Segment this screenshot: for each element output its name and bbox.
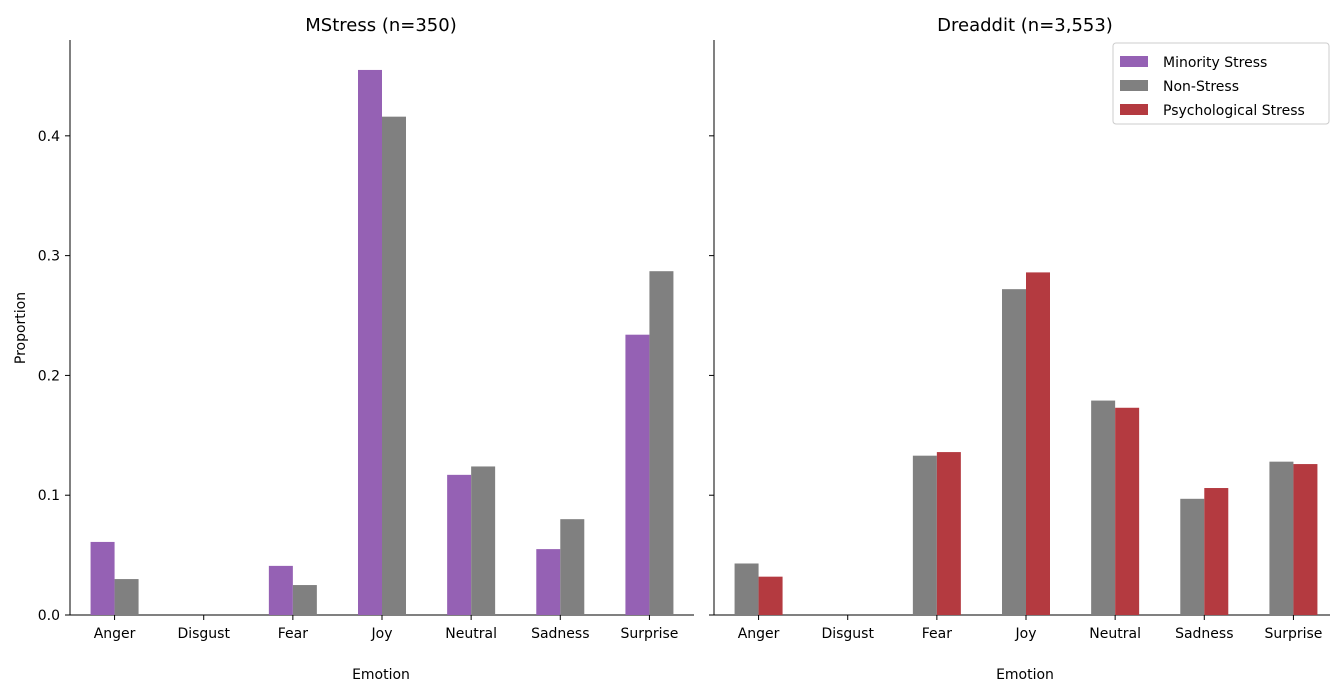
dreaddit-bar-joy-psychological-stress (1026, 272, 1050, 615)
mstress-x-tick-label-neutral: Neutral (445, 626, 497, 642)
legend-label-minority-stress: Minority Stress (1163, 55, 1267, 71)
y-axis-label: Proportion (13, 292, 29, 364)
mstress-x-tick-label-fear: Fear (278, 626, 308, 642)
mstress-bar-neutral-non-stress (471, 466, 496, 615)
mstress-bar-joy-non-stress (382, 116, 406, 616)
mstress-bar-anger-non-stress (114, 579, 139, 615)
dreaddit-bar-surprise-non-stress (1269, 461, 1294, 615)
legend-entry-psychological-stress: Psychological Stress (1120, 103, 1305, 119)
mstress-x-tick-label-disgust: Disgust (177, 626, 230, 642)
mstress-bar-sadness-non-stress (560, 519, 585, 615)
dreaddit-bar-surprise-psychological-stress (1293, 464, 1318, 615)
dreaddit-bar-fear-psychological-stress (936, 452, 961, 615)
y-tick-label: 0.2 (38, 368, 60, 384)
dreaddit-bar-neutral-psychological-stress (1115, 407, 1140, 615)
dreaddit-x-tick-label-sadness: Sadness (1175, 626, 1233, 642)
mstress-x-tick-label-joy: Joy (371, 626, 393, 642)
dreaddit-chart-title: Dreaddit (n=3,553) (937, 15, 1113, 36)
mstress-x-tick-label-anger: Anger (94, 626, 136, 642)
y-tick-label: 0.3 (38, 249, 60, 265)
mstress-bar-joy-minority-stress (358, 69, 382, 615)
legend: Minority Stress Non-Stress Psychological… (1112, 42, 1330, 125)
dreaddit-bar-joy-non-stress (1002, 289, 1026, 615)
mstress-x-tick-label-sadness: Sadness (531, 626, 589, 642)
legend-swatch-psychological-stress (1120, 104, 1148, 115)
dreaddit-bar-anger-non-stress (734, 563, 759, 615)
dreaddit-x-axis-label: Emotion (996, 667, 1054, 681)
mstress-bar-anger-minority-stress (90, 541, 115, 615)
dreaddit-x-tick-label-joy: Joy (1015, 626, 1037, 642)
legend-swatch-minority-stress (1120, 56, 1148, 67)
dreaddit-x-tick-label-surprise: Surprise (1264, 626, 1322, 642)
mstress-bar-fear-minority-stress (268, 565, 293, 615)
dreaddit-bar-anger-psychological-stress (758, 576, 783, 615)
legend-entry-minority-stress: Minority Stress (1120, 55, 1267, 71)
dreaddit-x-tick-label-disgust: Disgust (821, 626, 874, 642)
dreaddit-x-tick-label-fear: Fear (922, 626, 952, 642)
dreaddit-bar-fear-non-stress (912, 455, 937, 615)
mstress-x-axis-label: Emotion (352, 667, 410, 681)
dreaddit-panel: Dreaddit (n=3,553) Emotion Anger Disgust F… (709, 15, 1330, 681)
y-tick-label: 0.0 (38, 608, 60, 624)
dreaddit-bar-sadness-non-stress (1180, 498, 1205, 615)
dreaddit-x-tick-label-neutral: Neutral (1089, 626, 1141, 642)
dreaddit-bar-neutral-non-stress (1091, 400, 1116, 615)
y-tick-label: 0.1 (38, 488, 60, 504)
legend-label-non-stress: Non-Stress (1163, 79, 1239, 95)
dreaddit-bar-sadness-psychological-stress (1204, 488, 1229, 615)
mstress-bar-neutral-minority-stress (447, 474, 472, 615)
legend-swatch-non-stress (1120, 80, 1148, 91)
dreaddit-x-tick-label-anger: Anger (738, 626, 780, 642)
mstress-panel: MStress (n=350) Emotion Proportion 0.0 0.… (13, 15, 694, 681)
legend-frame (1112, 42, 1330, 125)
legend-label-psychological-stress: Psychological Stress (1163, 103, 1305, 119)
mstress-bar-surprise-non-stress (649, 271, 674, 615)
mstress-x-tick-label-surprise: Surprise (620, 626, 678, 642)
mstress-bar-fear-non-stress (292, 585, 317, 615)
y-tick-label: 0.4 (38, 129, 60, 145)
legend-entry-non-stress: Non-Stress (1120, 79, 1239, 95)
mstress-chart-title: MStress (n=350) (305, 15, 456, 36)
mstress-bar-surprise-minority-stress (625, 334, 650, 615)
mstress-bar-sadness-minority-stress (536, 549, 561, 615)
